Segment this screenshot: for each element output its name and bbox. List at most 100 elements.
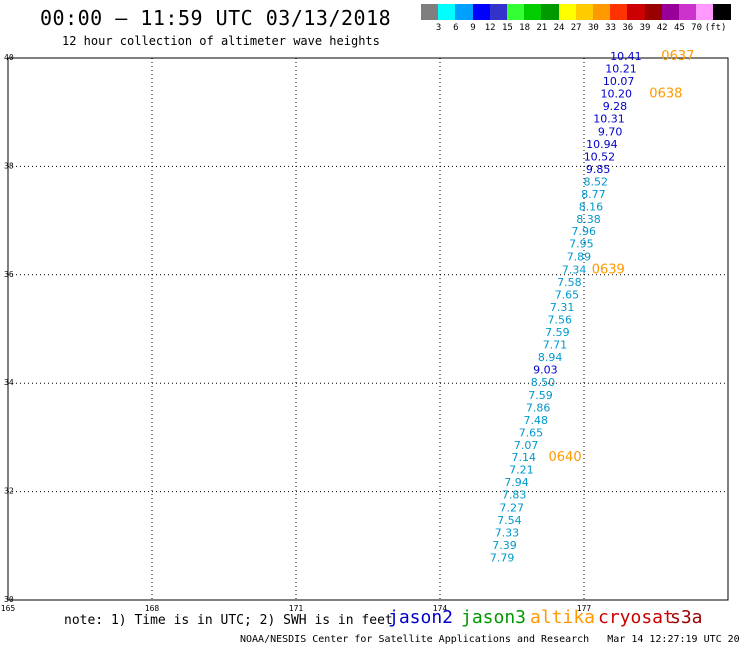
legend-swatch bbox=[661, 4, 680, 20]
y-tick-label: 40 bbox=[4, 53, 14, 62]
swh-data-label: 7.89 bbox=[567, 251, 592, 264]
pass-time-label: 0637 bbox=[661, 49, 694, 64]
legend-swatch bbox=[627, 4, 646, 20]
units-note: note: 1) Time is in UTC; 2) SWH is in fe… bbox=[64, 613, 393, 628]
y-tick-label: 36 bbox=[4, 270, 14, 279]
pass-time-label: 0640 bbox=[549, 450, 582, 465]
swh-data-label: 7.14 bbox=[512, 451, 537, 464]
swh-data-label: 7.56 bbox=[548, 314, 573, 327]
swh-data-label: 7.54 bbox=[497, 514, 522, 527]
swh-data-label: 7.65 bbox=[519, 426, 544, 439]
swh-data-label: 7.86 bbox=[526, 401, 551, 414]
swh-data-label: 8.50 bbox=[531, 376, 556, 389]
y-tick-label: 30 bbox=[4, 595, 14, 604]
swh-data-label: 7.94 bbox=[504, 476, 529, 489]
legend-swatch bbox=[696, 4, 715, 20]
map-title: 00:00 – 11:59 UTC 03/13/2018 bbox=[40, 6, 392, 30]
swh-data-label: 7.71 bbox=[543, 339, 568, 352]
swh-data-label: 8.94 bbox=[538, 351, 563, 364]
swh-data-label: 10.52 bbox=[584, 150, 616, 163]
legend-swatch bbox=[455, 4, 474, 20]
legend-label: 24 bbox=[553, 23, 565, 33]
swh-data-label: 7.33 bbox=[495, 527, 520, 540]
legend-label: 3 bbox=[435, 23, 442, 33]
swh-data-label: 8.77 bbox=[581, 188, 606, 201]
swh-data-label: 7.96 bbox=[572, 225, 597, 238]
satellite-name-s3a: s3a bbox=[670, 607, 703, 628]
satellite-name-jason2: jason2 bbox=[388, 607, 454, 628]
swh-data-label: 10.20 bbox=[601, 88, 633, 101]
legend-swatch bbox=[575, 4, 594, 20]
swh-data-label: 7.95 bbox=[569, 238, 594, 251]
swh-data-label: 7.39 bbox=[492, 539, 517, 552]
swh-data-label: 7.34 bbox=[562, 264, 587, 277]
legend-swatch bbox=[713, 4, 732, 20]
swh-data-label: 10.41 bbox=[610, 50, 642, 63]
legend-swatch bbox=[421, 4, 439, 20]
legend-label: 15 bbox=[501, 23, 513, 33]
swh-data-label: 9.70 bbox=[598, 126, 623, 139]
swh-data-label: 7.59 bbox=[545, 326, 570, 339]
legend-swatch bbox=[507, 4, 525, 20]
swh-data-label: 8.52 bbox=[584, 175, 609, 188]
legend-swatch bbox=[524, 4, 543, 20]
legend-swatch bbox=[593, 4, 611, 20]
credit-line: NOAA/NESDIS Center for Satellite Applica… bbox=[240, 634, 740, 645]
legend-swatch bbox=[558, 4, 577, 20]
y-tick-label: 34 bbox=[4, 378, 14, 387]
y-tick-label: 38 bbox=[4, 161, 14, 170]
legend-label: 70 bbox=[691, 23, 703, 33]
y-tick-label: 32 bbox=[4, 487, 14, 496]
swh-data-label: 7.58 bbox=[557, 276, 582, 289]
legend-label: 36 bbox=[622, 23, 634, 33]
map-frame bbox=[7, 57, 729, 601]
swh-data-label: 7.31 bbox=[550, 301, 575, 314]
legend-label: 21 bbox=[536, 23, 548, 33]
x-tick-label: 171 bbox=[289, 604, 304, 613]
legend-label: 39 bbox=[639, 23, 651, 33]
x-tick-label: 174 bbox=[433, 604, 448, 613]
satellite-name-cryosat: cryosat bbox=[598, 607, 674, 628]
legend-label: 33 bbox=[605, 23, 617, 33]
legend-label: 9 bbox=[470, 23, 476, 33]
legend-swatch bbox=[438, 4, 457, 20]
legend-swatch bbox=[472, 4, 491, 20]
swh-data-label: 10.07 bbox=[603, 75, 635, 88]
swh-data-label: 7.48 bbox=[524, 414, 549, 427]
swh-data-label: 8.38 bbox=[576, 213, 601, 226]
satellite-name-altika: altika bbox=[530, 607, 596, 628]
legend-swatch bbox=[489, 4, 508, 20]
swh-data-label: 9.85 bbox=[586, 163, 611, 176]
pass-time-label: 0638 bbox=[649, 87, 682, 102]
legend-swatch bbox=[610, 4, 629, 20]
x-tick-label: 168 bbox=[145, 604, 160, 613]
legend-swatch bbox=[679, 4, 697, 20]
swh-data-label: 7.07 bbox=[514, 439, 539, 452]
x-tick-label: 165 bbox=[1, 604, 16, 613]
legend-label: (ft) bbox=[704, 23, 727, 33]
swh-data-label: 10.21 bbox=[605, 63, 637, 76]
satellite-name-jason3: jason3 bbox=[461, 607, 527, 628]
swh-data-label: 10.31 bbox=[593, 112, 625, 125]
legend-label: 18 bbox=[519, 23, 531, 33]
swh-data-label: 7.59 bbox=[528, 389, 553, 402]
x-tick-label: 177 bbox=[577, 604, 592, 613]
legend-label: 42 bbox=[656, 23, 668, 33]
legend-label: 45 bbox=[673, 23, 685, 33]
legend-label: 6 bbox=[453, 23, 459, 33]
swh-data-label: 7.79 bbox=[490, 552, 515, 565]
swh-data-label: 10.94 bbox=[586, 138, 618, 151]
legend-label: 12 bbox=[484, 23, 496, 33]
pass-time-label: 0639 bbox=[592, 263, 625, 278]
swh-data-label: 7.83 bbox=[502, 489, 527, 502]
legend-label: 30 bbox=[587, 23, 599, 33]
swh-data-label: 9.28 bbox=[603, 100, 628, 113]
swh-data-label: 7.65 bbox=[555, 289, 580, 302]
legend-swatch bbox=[541, 4, 560, 20]
legend-swatch bbox=[644, 4, 663, 20]
legend-label: 27 bbox=[570, 23, 582, 33]
map-subtitle: 12 hour collection of altimeter wave hei… bbox=[62, 34, 380, 48]
swh-data-label: 7.27 bbox=[500, 502, 525, 515]
swh-data-label: 7.21 bbox=[509, 464, 534, 477]
